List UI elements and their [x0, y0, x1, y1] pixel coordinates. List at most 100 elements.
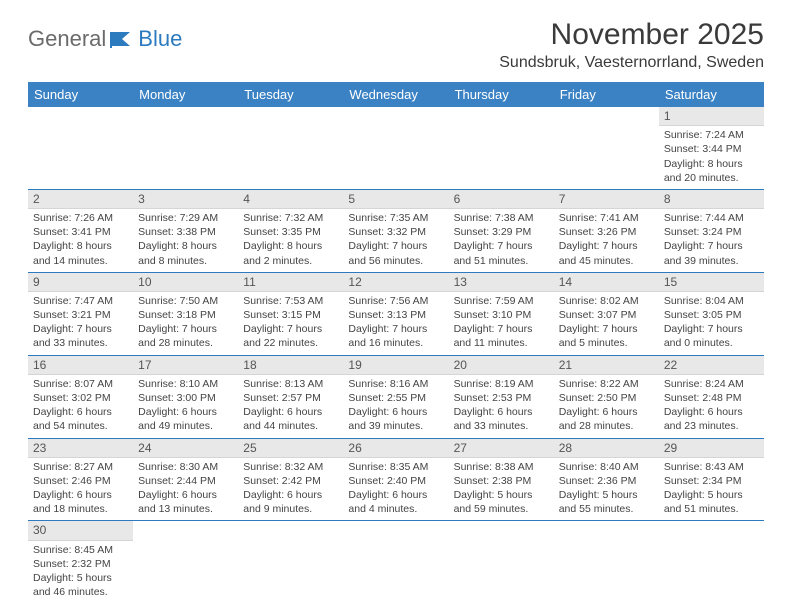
sunrise-text: Sunrise: 7:47 AM	[33, 294, 128, 308]
sunrise-text: Sunrise: 7:26 AM	[33, 211, 128, 225]
daylight-line2: and 33 minutes.	[454, 419, 549, 433]
sunset-text: Sunset: 3:00 PM	[138, 391, 233, 405]
sunrise-text: Sunrise: 7:59 AM	[454, 294, 549, 308]
day-number: 26	[343, 439, 448, 458]
daylight-line1: Daylight: 5 hours	[33, 571, 128, 585]
daylight-line2: and 33 minutes.	[33, 336, 128, 350]
day-number: 6	[449, 190, 554, 209]
day-content: Sunrise: 7:32 AMSunset: 3:35 PMDaylight:…	[238, 209, 343, 272]
daylight-line2: and 56 minutes.	[348, 254, 443, 268]
calendar-cell: 2Sunrise: 7:26 AMSunset: 3:41 PMDaylight…	[28, 189, 133, 272]
daylight-line2: and 0 minutes.	[664, 336, 759, 350]
day-header: Wednesday	[343, 82, 448, 107]
sunset-text: Sunset: 2:46 PM	[33, 474, 128, 488]
daylight-line1: Daylight: 7 hours	[33, 322, 128, 336]
calendar-cell: 11Sunrise: 7:53 AMSunset: 3:15 PMDayligh…	[238, 272, 343, 355]
day-number: 24	[133, 439, 238, 458]
sunset-text: Sunset: 2:57 PM	[243, 391, 338, 405]
sunset-text: Sunset: 3:18 PM	[138, 308, 233, 322]
day-content: Sunrise: 8:30 AMSunset: 2:44 PMDaylight:…	[133, 458, 238, 521]
daylight-line2: and 14 minutes.	[33, 254, 128, 268]
sunset-text: Sunset: 3:32 PM	[348, 225, 443, 239]
calendar-cell	[238, 107, 343, 189]
day-content: Sunrise: 7:47 AMSunset: 3:21 PMDaylight:…	[28, 292, 133, 355]
day-number: 11	[238, 273, 343, 292]
sunrise-text: Sunrise: 8:45 AM	[33, 543, 128, 557]
day-content: Sunrise: 8:35 AMSunset: 2:40 PMDaylight:…	[343, 458, 448, 521]
logo-text-general: General	[28, 26, 106, 52]
calendar-cell: 1Sunrise: 7:24 AMSunset: 3:44 PMDaylight…	[659, 107, 764, 189]
daylight-line1: Daylight: 5 hours	[454, 488, 549, 502]
sunset-text: Sunset: 2:38 PM	[454, 474, 549, 488]
daylight-line2: and 39 minutes.	[664, 254, 759, 268]
daylight-line1: Daylight: 7 hours	[559, 239, 654, 253]
sunrise-text: Sunrise: 8:30 AM	[138, 460, 233, 474]
calendar-cell: 24Sunrise: 8:30 AMSunset: 2:44 PMDayligh…	[133, 438, 238, 521]
sunrise-text: Sunrise: 8:43 AM	[664, 460, 759, 474]
sunset-text: Sunset: 3:44 PM	[664, 142, 759, 156]
calendar-cell: 14Sunrise: 8:02 AMSunset: 3:07 PMDayligh…	[554, 272, 659, 355]
calendar-cell	[28, 107, 133, 189]
sunset-text: Sunset: 2:53 PM	[454, 391, 549, 405]
calendar-cell: 29Sunrise: 8:43 AMSunset: 2:34 PMDayligh…	[659, 438, 764, 521]
calendar-cell	[133, 521, 238, 603]
calendar-cell	[133, 107, 238, 189]
daylight-line1: Daylight: 8 hours	[33, 239, 128, 253]
calendar-week-row: 30Sunrise: 8:45 AMSunset: 2:32 PMDayligh…	[28, 521, 764, 603]
calendar-cell	[659, 521, 764, 603]
daylight-line2: and 22 minutes.	[243, 336, 338, 350]
day-number: 30	[28, 521, 133, 540]
day-content: Sunrise: 8:04 AMSunset: 3:05 PMDaylight:…	[659, 292, 764, 355]
day-number: 1	[659, 107, 764, 126]
calendar-week-row: 9Sunrise: 7:47 AMSunset: 3:21 PMDaylight…	[28, 272, 764, 355]
day-content: Sunrise: 7:53 AMSunset: 3:15 PMDaylight:…	[238, 292, 343, 355]
day-number: 4	[238, 190, 343, 209]
calendar-cell: 3Sunrise: 7:29 AMSunset: 3:38 PMDaylight…	[133, 189, 238, 272]
day-header: Thursday	[449, 82, 554, 107]
sunset-text: Sunset: 3:29 PM	[454, 225, 549, 239]
daylight-line2: and 9 minutes.	[243, 502, 338, 516]
day-number: 23	[28, 439, 133, 458]
daylight-line1: Daylight: 5 hours	[559, 488, 654, 502]
daylight-line2: and 46 minutes.	[33, 585, 128, 599]
daylight-line1: Daylight: 7 hours	[454, 239, 549, 253]
calendar-cell: 13Sunrise: 7:59 AMSunset: 3:10 PMDayligh…	[449, 272, 554, 355]
calendar-cell	[554, 521, 659, 603]
daylight-line1: Daylight: 6 hours	[348, 488, 443, 502]
sunrise-text: Sunrise: 8:24 AM	[664, 377, 759, 391]
day-content: Sunrise: 8:10 AMSunset: 3:00 PMDaylight:…	[133, 375, 238, 438]
daylight-line1: Daylight: 6 hours	[138, 405, 233, 419]
calendar-cell: 7Sunrise: 7:41 AMSunset: 3:26 PMDaylight…	[554, 189, 659, 272]
sunrise-text: Sunrise: 7:56 AM	[348, 294, 443, 308]
calendar-cell: 6Sunrise: 7:38 AMSunset: 3:29 PMDaylight…	[449, 189, 554, 272]
daylight-line1: Daylight: 6 hours	[243, 405, 338, 419]
daylight-line1: Daylight: 6 hours	[348, 405, 443, 419]
daylight-line1: Daylight: 7 hours	[348, 322, 443, 336]
header: GeneralBlue November 2025 Sundsbruk, Vae…	[28, 18, 764, 72]
calendar-cell	[238, 521, 343, 603]
daylight-line2: and 55 minutes.	[559, 502, 654, 516]
day-content: Sunrise: 8:43 AMSunset: 2:34 PMDaylight:…	[659, 458, 764, 521]
daylight-line1: Daylight: 6 hours	[33, 405, 128, 419]
calendar-cell: 9Sunrise: 7:47 AMSunset: 3:21 PMDaylight…	[28, 272, 133, 355]
daylight-line2: and 28 minutes.	[559, 419, 654, 433]
calendar-cell: 25Sunrise: 8:32 AMSunset: 2:42 PMDayligh…	[238, 438, 343, 521]
daylight-line2: and 11 minutes.	[454, 336, 549, 350]
daylight-line1: Daylight: 7 hours	[454, 322, 549, 336]
day-number: 16	[28, 356, 133, 375]
sunrise-text: Sunrise: 7:35 AM	[348, 211, 443, 225]
daylight-line2: and 16 minutes.	[348, 336, 443, 350]
day-content: Sunrise: 8:16 AMSunset: 2:55 PMDaylight:…	[343, 375, 448, 438]
daylight-line1: Daylight: 6 hours	[559, 405, 654, 419]
sunrise-text: Sunrise: 8:04 AM	[664, 294, 759, 308]
daylight-line2: and 51 minutes.	[454, 254, 549, 268]
sunset-text: Sunset: 2:50 PM	[559, 391, 654, 405]
sunrise-text: Sunrise: 7:24 AM	[664, 128, 759, 142]
day-content: Sunrise: 8:13 AMSunset: 2:57 PMDaylight:…	[238, 375, 343, 438]
day-content: Sunrise: 8:22 AMSunset: 2:50 PMDaylight:…	[554, 375, 659, 438]
daylight-line2: and 49 minutes.	[138, 419, 233, 433]
day-header: Sunday	[28, 82, 133, 107]
sunrise-text: Sunrise: 8:27 AM	[33, 460, 128, 474]
sunrise-text: Sunrise: 8:10 AM	[138, 377, 233, 391]
day-content: Sunrise: 8:40 AMSunset: 2:36 PMDaylight:…	[554, 458, 659, 521]
